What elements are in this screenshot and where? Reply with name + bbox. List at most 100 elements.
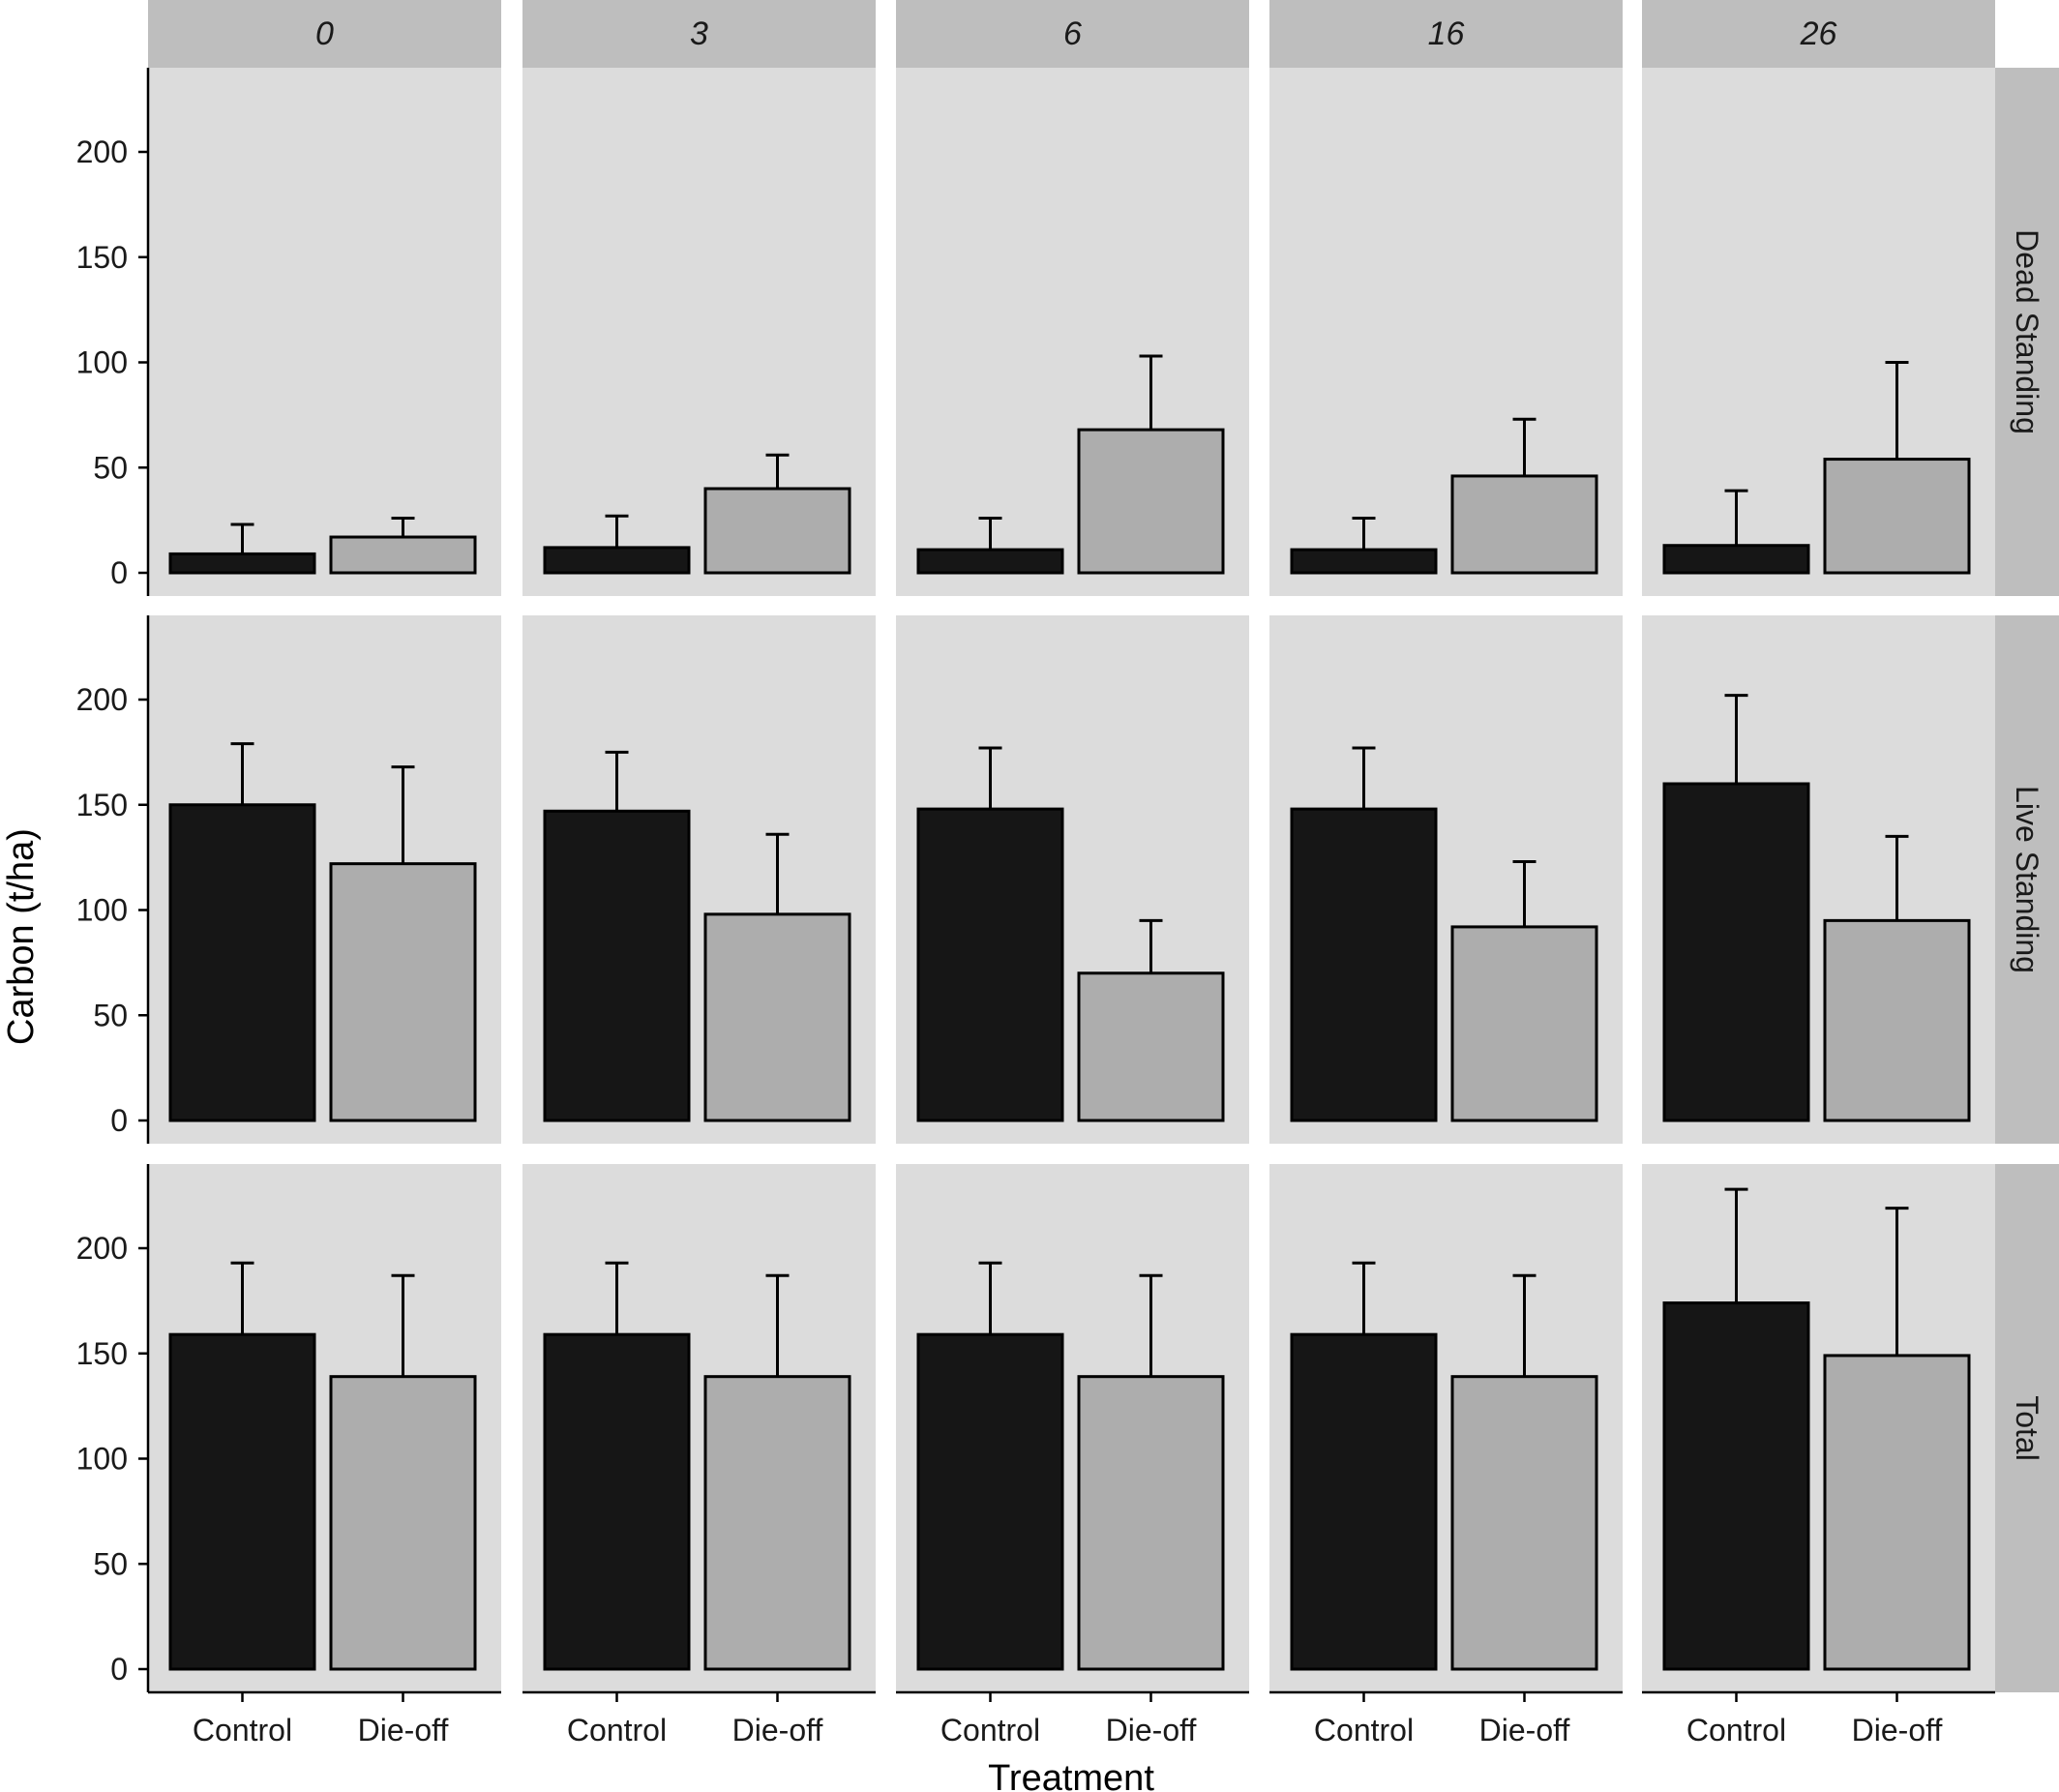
- x-tick-label: Control: [1314, 1713, 1414, 1747]
- x-axis-col-26: Control Die-off: [1642, 1690, 1995, 1747]
- bar-control: [1662, 782, 1810, 1122]
- bar-control: [168, 552, 316, 575]
- y-tick-label: 100: [76, 345, 128, 380]
- y-tick-label: 50: [93, 450, 128, 485]
- y-tick-label: 200: [76, 1231, 128, 1266]
- panels-layer: 0 3 6 16 26 Dead Standing Live Standing Total: [148, 0, 2059, 1692]
- y-tick-label: 200: [76, 682, 128, 717]
- panel-dead-standing-3: [522, 68, 876, 596]
- x-axis-col-16: Control Die-off: [1269, 1690, 1623, 1747]
- bar-control: [916, 548, 1064, 575]
- bar-control: [1290, 548, 1438, 575]
- x-tick-label: Control: [1686, 1713, 1786, 1747]
- bar-die-off: [703, 1375, 851, 1671]
- panel-dead-standing-0: [148, 68, 501, 596]
- bar-control: [543, 809, 691, 1122]
- column-label: 26: [1800, 15, 1837, 52]
- panel-background: [148, 68, 501, 596]
- bar-control: [1290, 1332, 1438, 1671]
- x-axis-col-3: Control Die-off: [522, 1690, 876, 1747]
- x-axis-col-6: Control Die-off: [896, 1690, 1249, 1747]
- row-strip-dead-standing: Dead Standing: [1995, 68, 2059, 596]
- row-label: Total: [2010, 1395, 2044, 1461]
- panel-total-3: [522, 1164, 876, 1692]
- panel-live-standing-3: [522, 615, 876, 1144]
- column-label: 16: [1428, 15, 1465, 52]
- y-tick-label: 150: [76, 240, 128, 275]
- bar-control: [543, 1332, 691, 1671]
- x-tick-label: Die-off: [1106, 1713, 1197, 1747]
- y-axis-title: Carbon (t/ha): [1, 828, 42, 1045]
- bar-control: [1290, 807, 1438, 1122]
- row-strip-background: [1995, 68, 2059, 596]
- x-tick-label: Die-off: [1479, 1713, 1570, 1747]
- bar-control: [1662, 544, 1810, 575]
- panel-live-standing-16: [1269, 615, 1623, 1144]
- y-tick-label: 150: [76, 788, 128, 822]
- x-tick-label: Control: [567, 1713, 667, 1747]
- y-tick-label: 100: [76, 893, 128, 928]
- panel-dead-standing-16: [1269, 68, 1623, 596]
- column-strip-background: [148, 0, 501, 68]
- column-strip-16: 16: [1269, 0, 1623, 68]
- panel-live-standing-26: [1642, 615, 1995, 1144]
- x-tick-label: Die-off: [358, 1713, 449, 1747]
- row-label: Live Standing: [2010, 786, 2044, 973]
- y-tick-label: 50: [93, 1546, 128, 1581]
- column-strip-3: 3: [522, 0, 876, 68]
- row-strip-total: Total: [1995, 1164, 2059, 1692]
- bar-die-off: [1450, 1375, 1598, 1671]
- bar-die-off: [1823, 1354, 1971, 1671]
- bar-die-off: [329, 535, 477, 575]
- y-axis-total: 0 50 100 150 200: [76, 1164, 150, 1692]
- column-strip-26: 26: [1642, 0, 1995, 68]
- row-strip-live-standing: Live Standing: [1995, 615, 2059, 1144]
- column-strip-6: 6: [896, 0, 1249, 68]
- column-label: 6: [1063, 15, 1082, 52]
- column-strip-background: [522, 0, 876, 68]
- panel-live-standing-6: [896, 615, 1249, 1144]
- x-axis-col-0: Control Die-off: [148, 1690, 501, 1747]
- x-tick-label: Die-off: [1852, 1713, 1943, 1747]
- bar-die-off: [1077, 428, 1225, 575]
- bar-die-off: [703, 487, 851, 575]
- panel-total-16: [1269, 1164, 1623, 1692]
- y-tick-label: 50: [93, 998, 128, 1032]
- y-tick-label: 100: [76, 1442, 128, 1477]
- column-strip-background: [896, 0, 1249, 68]
- y-tick-label: 0: [110, 1652, 128, 1687]
- bar-control: [916, 1332, 1064, 1671]
- bar-die-off: [329, 862, 477, 1122]
- y-tick-label: 200: [76, 134, 128, 169]
- column-strip-0: 0: [148, 0, 501, 68]
- bar-control: [543, 546, 691, 575]
- bar-die-off: [1823, 458, 1971, 575]
- panel-dead-standing-26: [1642, 68, 1995, 596]
- x-axis-title: Treatment: [988, 1758, 1154, 1792]
- row-label: Dead Standing: [2010, 229, 2044, 434]
- bar-die-off: [1823, 918, 1971, 1122]
- panel-total-6: [896, 1164, 1249, 1692]
- bar-die-off: [1077, 1375, 1225, 1671]
- bar-control: [168, 803, 316, 1122]
- axes-layer: 0 50 100 150 200 0 50 100 150 200 0 50 100 150 200 Cont…: [76, 68, 1995, 1747]
- x-tick-label: Control: [193, 1713, 292, 1747]
- bar-control: [916, 807, 1064, 1122]
- x-tick-label: Control: [940, 1713, 1040, 1747]
- panel-live-standing-0: [148, 615, 501, 1144]
- bar-control: [168, 1332, 316, 1671]
- bar-die-off: [1450, 474, 1598, 575]
- panel-dead-standing-6: [896, 68, 1249, 596]
- column-label: 0: [315, 15, 334, 52]
- y-tick-label: 0: [110, 1103, 128, 1138]
- column-strip-background: [1642, 0, 1995, 68]
- panel-total-0: [148, 1164, 501, 1692]
- column-strip-background: [1269, 0, 1623, 68]
- y-axis-dead-standing: 0 50 100 150 200: [76, 68, 150, 596]
- panel-total-26: [1642, 1164, 1995, 1692]
- bar-die-off: [1077, 971, 1225, 1122]
- column-label: 3: [690, 15, 708, 52]
- bar-die-off: [1450, 925, 1598, 1122]
- bar-control: [1662, 1301, 1810, 1671]
